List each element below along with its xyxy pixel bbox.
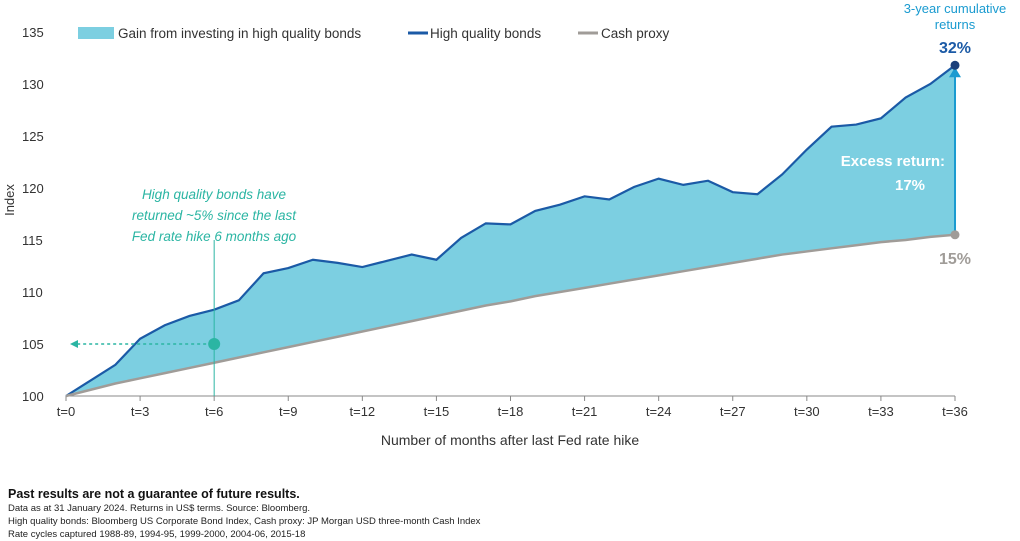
x-tick-label: t=36 bbox=[942, 404, 968, 419]
excess-value: 17% bbox=[895, 177, 925, 194]
footnote-1: Data as at 31 January 2024. Returns in U… bbox=[8, 503, 311, 514]
excess-label: Excess return: bbox=[841, 153, 945, 170]
gain-area bbox=[66, 65, 955, 396]
legend-label: Gain from investing in high quality bond… bbox=[118, 26, 361, 41]
y-tick-label: 115 bbox=[22, 233, 43, 248]
callout-text: High quality bonds have bbox=[142, 187, 286, 202]
x-tick-label: t=6 bbox=[205, 404, 223, 419]
y-tick-label: 130 bbox=[22, 77, 44, 92]
callout-text: Fed rate hike 6 months ago bbox=[132, 229, 297, 244]
legend-swatch-gain bbox=[78, 27, 114, 39]
x-tick-label: t=3 bbox=[131, 404, 149, 419]
y-tick-label: 105 bbox=[22, 337, 44, 352]
callout-arrow-head bbox=[70, 340, 78, 348]
y-axis-label: Index bbox=[2, 184, 17, 216]
cumulative-title-2: returns bbox=[935, 17, 976, 32]
y-tick-label: 125 bbox=[22, 129, 44, 144]
cash-return-label: 15% bbox=[939, 251, 971, 268]
chart: 100 105 110 115 120 125 130 135 t=0 t=3 t=6 t=9 t=12… bbox=[2, 1, 1007, 448]
y-tick-label: 120 bbox=[22, 181, 44, 196]
x-axis-label: Number of months after last Fed rate hik… bbox=[381, 432, 640, 448]
y-tick-label: 135 bbox=[22, 25, 44, 40]
x-tick-label: t=24 bbox=[646, 404, 672, 419]
x-tick-label: t=9 bbox=[279, 404, 297, 419]
x-tick-label: t=15 bbox=[424, 404, 450, 419]
legend-label: Cash proxy bbox=[601, 26, 670, 41]
x-tick-label: t=27 bbox=[720, 404, 746, 419]
bond-end-dot bbox=[950, 60, 960, 70]
footnote-3: Rate cycles captured 1988-89, 1994-95, 1… bbox=[8, 529, 306, 540]
x-tick-label: t=0 bbox=[57, 404, 75, 419]
y-tick-label: 110 bbox=[22, 285, 43, 300]
legend-label: High quality bonds bbox=[430, 26, 541, 41]
x-tick-label: t=12 bbox=[349, 404, 375, 419]
y-tick-label: 100 bbox=[22, 389, 44, 404]
x-tick-label: t=30 bbox=[794, 404, 820, 419]
callout-dot bbox=[208, 338, 221, 350]
arrow-head bbox=[949, 67, 961, 78]
x-tick-label: t=21 bbox=[572, 404, 598, 419]
callout-text: returned ~5% since the last bbox=[132, 208, 297, 223]
cumulative-title-1: 3-year cumulative bbox=[904, 1, 1007, 16]
bond-return-label: 32% bbox=[939, 40, 971, 57]
disclaimer: Past results are not a guarantee of futu… bbox=[8, 487, 300, 501]
x-tick-label: t=33 bbox=[868, 404, 894, 419]
footnote-2: High quality bonds: Bloomberg US Corpora… bbox=[8, 516, 481, 527]
x-tick-label: t=18 bbox=[498, 404, 524, 419]
cash-end-dot bbox=[950, 230, 960, 240]
